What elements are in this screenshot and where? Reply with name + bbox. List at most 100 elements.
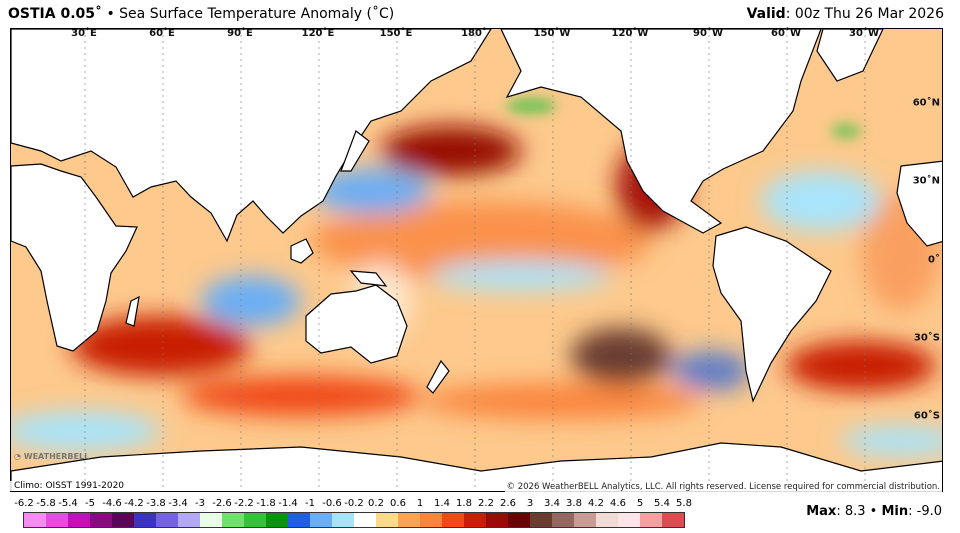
colorbar-swatch <box>200 513 222 527</box>
south-america <box>712 226 832 403</box>
colorbar-swatch <box>574 513 596 527</box>
colorbar-swatch <box>266 513 288 527</box>
colorbar-tick-label: 5.8 <box>676 498 692 509</box>
colorbar-swatch <box>178 513 200 527</box>
colorbar-tick-label: -5 <box>85 498 95 509</box>
latitude-label: 30˚N <box>912 175 940 187</box>
longitude-label: 120˚E <box>301 28 335 39</box>
colorbar-tick-label: -6.2 <box>14 498 34 509</box>
colorbar-tick-label: 1.4 <box>434 498 450 509</box>
longitude-label: 90˚W <box>693 28 723 39</box>
product-name: OSTIA 0.05˚ <box>8 6 102 22</box>
min-value: : -9.0 <box>908 504 942 519</box>
africa <box>11 163 138 352</box>
min-label: Min <box>881 504 909 519</box>
colorbar-swatch <box>288 513 310 527</box>
colorbar-tick-label: 1.8 <box>456 498 472 509</box>
longitude-label: 30˚E <box>71 28 97 39</box>
new-guinea <box>349 270 388 287</box>
title-separator: • <box>106 6 115 22</box>
colorbar <box>23 512 685 528</box>
colorbar-tick-label: 5.4 <box>654 498 670 509</box>
max-value: : 8.3 <box>836 504 866 519</box>
colorbar-swatch <box>464 513 486 527</box>
max-min-readout: Max: 8.3 • Min: -9.0 <box>806 504 942 519</box>
colorbar-tick-label: -2.6 <box>212 498 232 509</box>
colorbar-tick-label: -1.4 <box>278 498 298 509</box>
eurasia <box>11 29 492 243</box>
colorbar-swatch <box>530 513 552 527</box>
colorbar-tick-label: 2.6 <box>500 498 516 509</box>
colorbar-tick-label: 3.8 <box>566 498 582 509</box>
colorbar-swatch <box>376 513 398 527</box>
colorbar-tick-label: -4.6 <box>102 498 122 509</box>
madagascar <box>125 295 140 327</box>
colorbar-tick-label: -4.2 <box>124 498 144 509</box>
colorbar-tick-label: -5.8 <box>36 498 56 509</box>
weatherbell-logo: ◔ WEATHERBELL <box>14 452 90 461</box>
latitude-label: 30˚S <box>913 332 940 344</box>
colorbar-swatch <box>552 513 574 527</box>
colorbar-tick-label: -1 <box>305 498 315 509</box>
colorbar-swatch <box>508 513 530 527</box>
colorbar-tick-label: 4.6 <box>610 498 626 509</box>
colorbar-swatch <box>486 513 508 527</box>
greenland <box>816 29 884 82</box>
colorbar-swatch <box>134 513 156 527</box>
max-min-separator: • <box>865 504 882 519</box>
japan <box>340 130 370 172</box>
colorbar-tick-label: -0.2 <box>344 498 364 509</box>
colorbar-swatch <box>442 513 464 527</box>
colorbar-tick-label: 3.4 <box>544 498 560 509</box>
colorbar-swatch <box>640 513 662 527</box>
longitude-label: 150˚W <box>533 28 571 39</box>
longitude-label: 120˚W <box>611 28 649 39</box>
map-panel <box>10 28 943 492</box>
longitude-label: 30˚W <box>849 28 879 39</box>
colorbar-tick-label: 4.2 <box>588 498 604 509</box>
longitude-label: 90˚E <box>227 28 253 39</box>
longitude-label: 180˚ <box>461 28 487 39</box>
colorbar-tick-label: 1 <box>416 498 424 509</box>
sst-anomaly-field <box>11 29 942 491</box>
colorbar-swatch <box>398 513 420 527</box>
colorbar-swatch <box>112 513 134 527</box>
climatology-note: Climo: OISST 1991-2020 <box>10 481 129 491</box>
colorbar-tick-label: -3 <box>195 498 205 509</box>
map-title: OSTIA 0.05˚ • Sea Surface Temperature An… <box>8 6 394 22</box>
colorbar-tick-label: 3 <box>526 498 534 509</box>
colorbar-swatch <box>222 513 244 527</box>
colorbar-swatch <box>310 513 332 527</box>
colorbar-swatch <box>596 513 618 527</box>
colorbar-swatch <box>354 513 376 527</box>
map-variable: Sea Surface Temperature Anomaly (˚C) <box>119 6 395 22</box>
colorbar-tick-label: -2.2 <box>234 498 254 509</box>
colorbar-tick-label: -3.8 <box>146 498 166 509</box>
colorbar-swatch <box>618 513 640 527</box>
longitude-label: 60˚E <box>149 28 175 39</box>
colorbar-tick-label: 2.2 <box>478 498 494 509</box>
colorbar-tick-label: -3.4 <box>168 498 188 509</box>
new-zealand <box>426 359 450 394</box>
latitude-label: 0˚ <box>928 254 940 266</box>
longitude-label: 60˚W <box>771 28 801 39</box>
colorbar-swatch <box>420 513 442 527</box>
colorbar-tick-label: 0.2 <box>368 498 384 509</box>
valid-label: Valid <box>746 6 786 22</box>
latitude-label: 60˚S <box>913 410 940 422</box>
north-america <box>500 29 822 234</box>
west-africa <box>896 160 942 247</box>
colorbar-tick-label: 5 <box>636 498 644 509</box>
longitude-label: 150˚E <box>379 28 413 39</box>
colorbar-tick-label: -0.6 <box>322 498 342 509</box>
colorbar-swatch <box>90 513 112 527</box>
colorbar-tick-label: 0.6 <box>390 498 406 509</box>
colorbar-tick-label: -1.8 <box>256 498 276 509</box>
colorbar-swatch <box>662 513 684 527</box>
valid-value: : 00z Thu 26 Mar 2026 <box>785 6 944 22</box>
colorbar-swatch <box>46 513 68 527</box>
australia <box>305 284 408 364</box>
valid-time: Valid: 00z Thu 26 Mar 2026 <box>747 6 944 22</box>
colorbar-swatch <box>24 513 46 527</box>
